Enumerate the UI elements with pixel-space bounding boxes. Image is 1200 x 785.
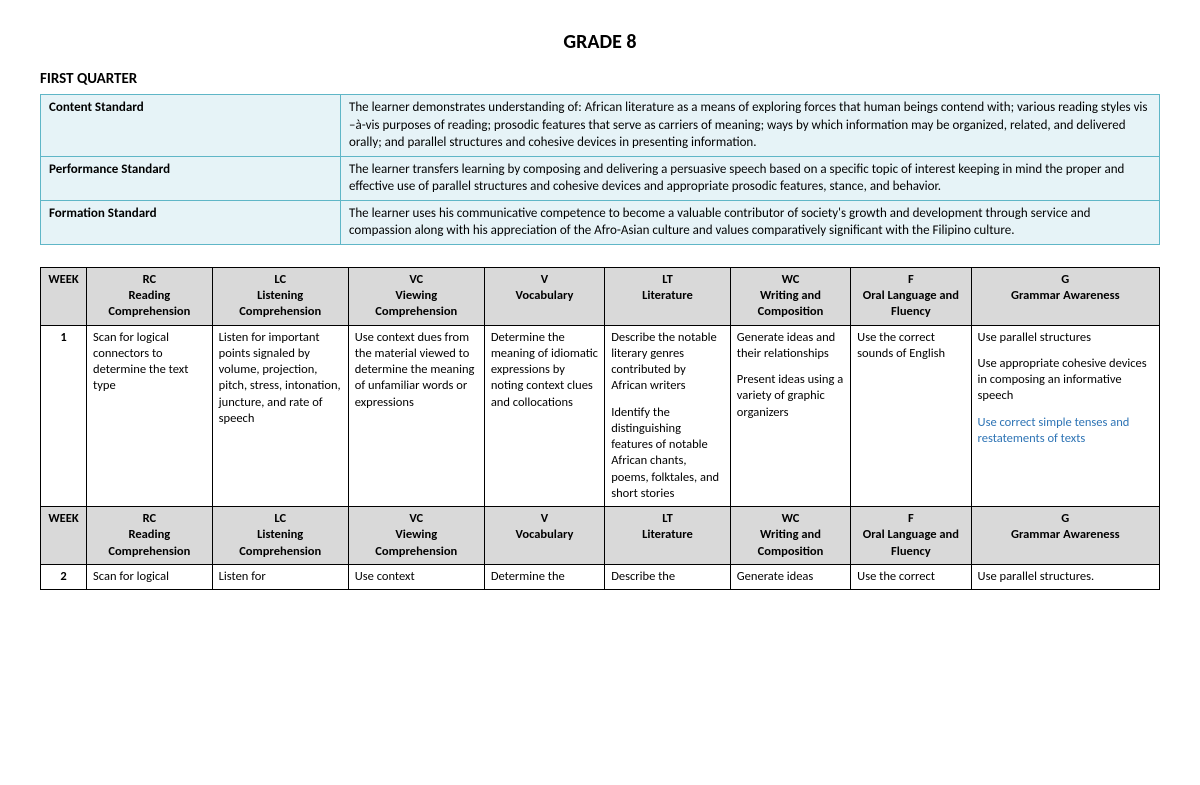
column-header: GGrammar Awareness <box>971 507 1159 565</box>
column-header: VVocabulary <box>484 267 604 325</box>
column-header: RCReading Comprehension <box>87 267 213 325</box>
standard-text: The learner demonstrates understanding o… <box>341 95 1160 157</box>
section-title: FIRST QUARTER <box>40 70 1160 88</box>
standard-text: The learner transfers learning by compos… <box>341 156 1160 200</box>
cell-vc: Use context <box>348 564 484 589</box>
standards-table: Content Standard The learner demonstrate… <box>40 94 1160 245</box>
column-header: WEEK <box>41 267 87 325</box>
accent-text: Use correct simple tenses and restatemen… <box>978 415 1153 448</box>
standard-row: Performance Standard The learner transfe… <box>41 156 1160 200</box>
column-header: RCReading Comprehension <box>87 507 213 565</box>
column-header: LCListening Comprehension <box>212 507 348 565</box>
page-title: GRADE 8 <box>40 30 1160 54</box>
cell-rc: Scan for logical connectors to determine… <box>87 325 213 507</box>
week-cell: 1 <box>41 325 87 507</box>
cell-v: Determine the <box>484 564 604 589</box>
cell-lt: Describe the notable literary genres con… <box>605 325 731 507</box>
standard-row: Content Standard The learner demonstrate… <box>41 95 1160 157</box>
cell-f: Use the correct <box>851 564 971 589</box>
curriculum-table: WEEKRCReading ComprehensionLCListening C… <box>40 267 1160 590</box>
column-header: VCViewing Comprehension <box>348 267 484 325</box>
cell-g: Use parallel structures. <box>971 564 1159 589</box>
column-header: FOral Language and Fluency <box>851 267 971 325</box>
column-header: WCWriting and Composition <box>730 267 850 325</box>
cell-rc: Scan for logical <box>87 564 213 589</box>
cell-vc: Use context dues from the material viewe… <box>348 325 484 507</box>
cell-lc: Listen for important points signaled by … <box>212 325 348 507</box>
cell-lc: Listen for <box>212 564 348 589</box>
standard-label: Content Standard <box>41 95 341 157</box>
column-header: GGrammar Awareness <box>971 267 1159 325</box>
column-header: WCWriting and Composition <box>730 507 850 565</box>
column-header: LCListening Comprehension <box>212 267 348 325</box>
column-header: VCViewing Comprehension <box>348 507 484 565</box>
week-cell: 2 <box>41 564 87 589</box>
column-header: VVocabulary <box>484 507 604 565</box>
cell-v: Determine the meaning of idiomatic expre… <box>484 325 604 507</box>
column-header: WEEK <box>41 507 87 565</box>
standard-label: Performance Standard <box>41 156 341 200</box>
column-header: LTLiterature <box>605 507 731 565</box>
cell-wc: Generate ideas and their relationshipsPr… <box>730 325 850 507</box>
cell-f: Use the correct sounds of English <box>851 325 971 507</box>
cell-lt: Describe the <box>605 564 731 589</box>
column-header: FOral Language and Fluency <box>851 507 971 565</box>
standard-row: Formation Standard The learner uses his … <box>41 200 1160 244</box>
standard-label: Formation Standard <box>41 200 341 244</box>
column-header: LTLiterature <box>605 267 731 325</box>
cell-wc: Generate ideas <box>730 564 850 589</box>
cell-g: Use parallel structuresUse appropriate c… <box>971 325 1159 507</box>
standard-text: The learner uses his communicative compe… <box>341 200 1160 244</box>
